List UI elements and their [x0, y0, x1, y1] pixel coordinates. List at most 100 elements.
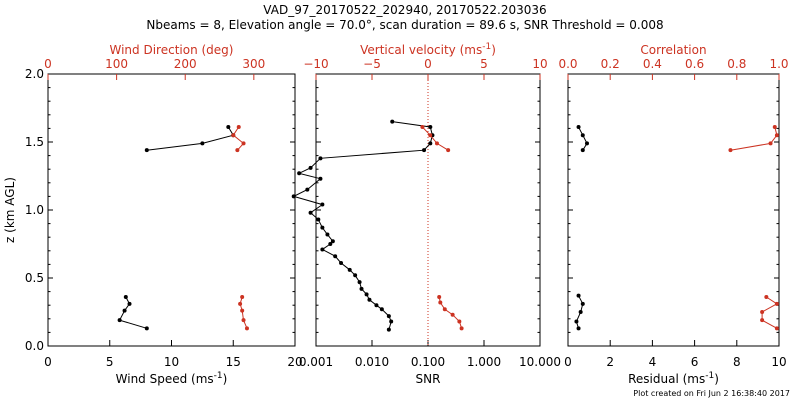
top-series-point: [446, 148, 451, 153]
bottom-series-point: [200, 141, 205, 146]
top-series-point: [236, 125, 241, 130]
x-tick-label: 10: [164, 355, 179, 369]
bottom-series-point: [576, 326, 581, 331]
bottom-series-point: [320, 247, 325, 252]
top-axis-label: Wind Direction (deg): [110, 43, 234, 57]
bottom-series-point: [123, 295, 128, 300]
top-tick-label: 0.6: [685, 57, 704, 71]
y-tick-label: 0.5: [25, 271, 44, 285]
y-tick-label: 1.0: [25, 203, 44, 217]
bottom-series-point: [357, 280, 362, 285]
bottom-series-point: [364, 292, 369, 297]
bottom-series-point: [353, 273, 358, 278]
top-series-point: [442, 307, 447, 312]
top-tick-label: 0: [44, 57, 52, 71]
top-axis-label-text: Wind Direction (deg): [110, 43, 234, 57]
x-axis-label: SNR: [416, 372, 441, 386]
x-axis-label-tail: ): [714, 372, 719, 386]
bottom-series-point: [127, 301, 132, 306]
bottom-series-point: [325, 232, 330, 237]
x-axis-label-text: Wind Speed (ms: [116, 372, 214, 386]
bottom-series-point: [122, 308, 127, 313]
top-series-line: [761, 296, 778, 329]
bottom-series-line: [292, 121, 433, 330]
y-tick-label: 1.5: [25, 135, 44, 149]
top-series-point: [768, 141, 773, 146]
top-series-point: [760, 310, 765, 314]
top-series-point: [774, 326, 779, 331]
top-tick-label: 10: [532, 57, 547, 71]
bottom-series-point: [584, 141, 589, 146]
top-series-line: [730, 126, 778, 151]
top-series-point: [438, 300, 443, 305]
top-series-point: [244, 326, 249, 331]
top-series-point: [772, 125, 777, 130]
x-tick-label: 6: [691, 355, 699, 369]
bottom-series-point: [386, 327, 391, 332]
top-series-point: [774, 301, 779, 306]
top-tick-label: 0.4: [643, 57, 662, 71]
top-series-point: [240, 308, 245, 313]
top-series-point: [231, 133, 236, 138]
top-series-line: [438, 296, 463, 329]
bottom-series-point: [367, 297, 372, 302]
x-tick-label: 5: [106, 355, 114, 369]
panel-2: 0.001 0.010 0.100 1.000 10.000 SNR −10 −5 0 5 10 Ve…: [291, 42, 561, 386]
bottom-series-point: [359, 286, 364, 291]
panel-frame: [47, 73, 296, 347]
top-tick-label: 200: [174, 57, 197, 71]
top-axis-label-sup: -1: [482, 42, 491, 52]
bottom-series-point: [333, 254, 338, 259]
top-tick-label: 100: [105, 57, 128, 71]
bottom-series-point: [574, 319, 579, 324]
top-axis-label: Vertical velocity (ms-1): [360, 42, 496, 57]
x-axis-label-text: Residual (ms: [628, 372, 705, 386]
bottom-series-point: [374, 303, 379, 308]
panel-frame: [567, 73, 780, 347]
x-axis-label-sup: -1: [214, 371, 223, 381]
bottom-series-point: [297, 171, 302, 176]
bottom-series-point: [318, 176, 323, 181]
bottom-series-point: [580, 148, 585, 153]
top-tick-label: 0.8: [727, 57, 746, 71]
bottom-series-point: [318, 156, 323, 161]
bottom-series-point: [379, 307, 384, 312]
bottom-series-point: [144, 326, 149, 331]
bottom-series-point: [328, 242, 333, 246]
x-tick-label: 2: [606, 355, 614, 369]
bottom-series-point: [320, 225, 325, 230]
top-series-point: [728, 148, 733, 153]
bottom-series-point: [428, 141, 433, 146]
bottom-series-point: [308, 165, 313, 170]
top-series-point: [764, 295, 769, 300]
bottom-series-point: [428, 125, 433, 130]
top-series-point: [434, 141, 439, 146]
x-tick-label: 8: [733, 355, 741, 369]
top-series-line: [239, 296, 248, 329]
x-axis-label: Wind Speed (ms-1): [116, 371, 228, 386]
bottom-series-point: [144, 148, 149, 153]
bottom-series-point: [576, 293, 581, 298]
top-series-point: [428, 133, 433, 138]
top-tick-label: −5: [363, 57, 381, 71]
top-series-point: [459, 326, 464, 331]
top-tick-label: 1.0: [769, 57, 788, 71]
top-tick-label: 0.0: [558, 57, 577, 71]
top-axis-label-text: Correlation: [640, 43, 706, 57]
top-series-point: [774, 133, 779, 138]
x-tick-label: 4: [649, 355, 657, 369]
top-tick-label: 5: [480, 57, 488, 71]
top-tick-label: −10: [303, 57, 328, 71]
bottom-series-point: [226, 125, 231, 130]
bottom-series-line: [578, 126, 588, 151]
top-series-point: [241, 141, 246, 146]
figure-title: VAD_97_20170522_202940, 20170522.203036: [263, 3, 546, 17]
x-tick-label: 0.010: [355, 355, 389, 369]
top-series-line: [232, 126, 245, 151]
x-tick-label: 10: [771, 355, 786, 369]
top-series-point: [450, 312, 455, 317]
bottom-series-point: [580, 301, 585, 306]
bottom-series-point: [576, 125, 581, 130]
x-tick-label: 1.000: [467, 355, 501, 369]
